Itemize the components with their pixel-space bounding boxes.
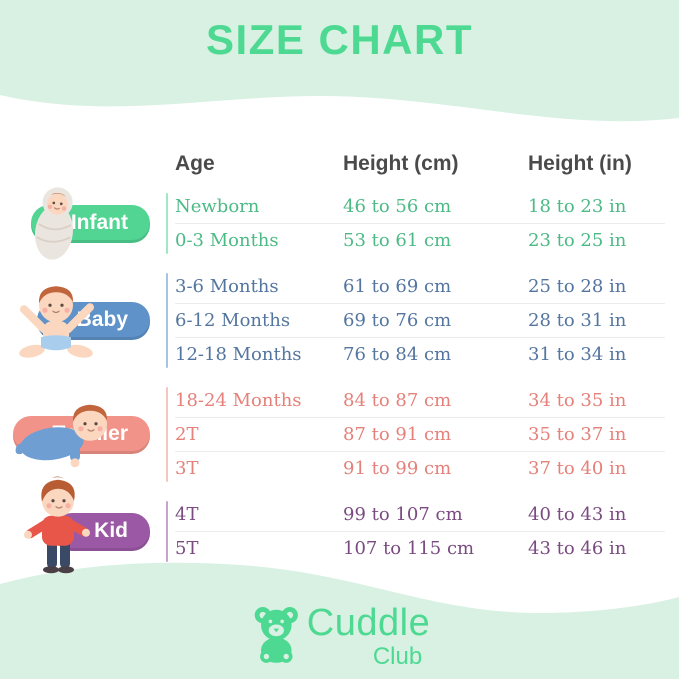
teddy-bear-icon bbox=[254, 607, 298, 663]
table-row: Newborn 46 to 56 cm 18 to 23 in bbox=[175, 190, 665, 224]
age-cell: 12-18 Months bbox=[175, 344, 302, 365]
column-header-age: Age bbox=[175, 152, 215, 175]
height-cm-cell: 61 to 69 cm bbox=[343, 276, 452, 297]
height-in-cell: 23 to 25 in bbox=[528, 230, 627, 251]
table-row: 6-12 Months 69 to 76 cm 28 to 31 in bbox=[175, 304, 665, 338]
table-row: 4T 99 to 107 cm 40 to 43 in bbox=[175, 498, 665, 532]
brand-primary: Cuddle bbox=[306, 602, 431, 644]
age-cell: Newborn bbox=[175, 196, 260, 217]
age-cell: 4T bbox=[175, 504, 199, 525]
column-header-height-cm: Height (cm) bbox=[343, 152, 459, 175]
group-baby: Baby bbox=[0, 270, 665, 371]
size-table: Age Height (cm) Height (in) Infant bbox=[0, 146, 665, 578]
standing-kid-icon bbox=[24, 475, 90, 573]
height-cm-cell: 107 to 115 cm bbox=[343, 538, 475, 559]
age-cell: 0-3 Months bbox=[175, 230, 279, 251]
top-wave-decoration bbox=[0, 0, 679, 122]
table-row: 2T 87 to 91 cm 35 to 37 in bbox=[175, 418, 665, 452]
age-cell: 2T bbox=[175, 424, 199, 445]
height-in-cell: 31 to 34 in bbox=[528, 344, 627, 365]
baby-badge-label: Baby bbox=[76, 307, 128, 331]
group-kid: Kid bbox=[0, 475, 665, 573]
height-cm-cell: 99 to 107 cm bbox=[343, 504, 463, 525]
bottom-wave-decoration bbox=[0, 562, 679, 679]
height-in-cell: 18 to 23 in bbox=[528, 196, 627, 217]
page-title: SIZE CHART bbox=[206, 16, 473, 63]
table-row: 0-3 Months 53 to 61 cm 23 to 25 in bbox=[175, 224, 665, 257]
table-row: 3T 91 to 99 cm 37 to 40 in bbox=[175, 452, 665, 485]
height-in-cell: 34 to 35 in bbox=[528, 390, 627, 411]
toddler-rows: 18-24 Months 84 to 87 cm 34 to 35 in 2T … bbox=[166, 384, 665, 485]
height-in-cell: 40 to 43 in bbox=[528, 504, 627, 525]
height-cm-cell: 46 to 56 cm bbox=[343, 196, 452, 217]
table-row: 5T 107 to 115 cm 43 to 46 in bbox=[175, 532, 665, 565]
age-cell: 5T bbox=[175, 538, 199, 559]
kid-rows: 4T 99 to 107 cm 40 to 43 in 5T 107 to 11… bbox=[166, 498, 665, 565]
kid-badge-area: Kid bbox=[0, 475, 166, 573]
table-header-row: Age Height (cm) Height (in) bbox=[166, 146, 665, 182]
age-cell: 3-6 Months bbox=[175, 276, 279, 297]
infant-rows: Newborn 46 to 56 cm 18 to 23 in 0-3 Mont… bbox=[166, 190, 665, 257]
table-row: 12-18 Months 76 to 84 cm 31 to 34 in bbox=[175, 338, 665, 371]
infant-badge-area: Infant bbox=[0, 186, 166, 260]
table-row: 18-24 Months 84 to 87 cm 34 to 35 in bbox=[175, 384, 665, 418]
group-infant: Infant bbox=[0, 186, 665, 260]
swaddled-infant-icon bbox=[34, 186, 73, 260]
column-header-height-in: Height (in) bbox=[528, 152, 632, 175]
height-in-cell: 43 to 46 in bbox=[528, 538, 627, 559]
height-cm-cell: 87 to 91 cm bbox=[343, 424, 452, 445]
height-cm-cell: 53 to 61 cm bbox=[343, 230, 452, 251]
height-cm-cell: 91 to 99 cm bbox=[343, 458, 452, 479]
height-cm-cell: 76 to 84 cm bbox=[343, 344, 452, 365]
toddler-badge-area: Toddler bbox=[0, 384, 166, 485]
kid-badge-label: Kid bbox=[94, 518, 128, 542]
baby-rows: 3-6 Months 61 to 69 cm 25 to 28 in 6-12 … bbox=[166, 270, 665, 371]
brand-secondary: Club bbox=[372, 643, 423, 670]
age-cell: 18-24 Months bbox=[175, 390, 302, 411]
age-cell: 3T bbox=[175, 458, 199, 479]
sitting-baby-icon bbox=[19, 280, 94, 358]
height-cm-cell: 69 to 76 cm bbox=[343, 310, 452, 331]
crawling-toddler-icon bbox=[15, 399, 108, 467]
height-cm-cell: 84 to 87 cm bbox=[343, 390, 452, 411]
brand-logo: Cuddle Club bbox=[249, 604, 430, 669]
height-in-cell: 28 to 31 in bbox=[528, 310, 627, 331]
age-cell: 6-12 Months bbox=[175, 310, 291, 331]
height-in-cell: 25 to 28 in bbox=[528, 276, 627, 297]
baby-badge-area: Baby bbox=[0, 270, 166, 371]
group-toddler: Toddler bbox=[0, 384, 665, 485]
height-in-cell: 35 to 37 in bbox=[528, 424, 627, 445]
height-in-cell: 37 to 40 in bbox=[528, 458, 627, 479]
brand-name: Cuddle Club bbox=[307, 604, 430, 669]
infant-badge-label: Infant bbox=[70, 210, 128, 234]
table-row: 3-6 Months 61 to 69 cm 25 to 28 in bbox=[175, 270, 665, 304]
